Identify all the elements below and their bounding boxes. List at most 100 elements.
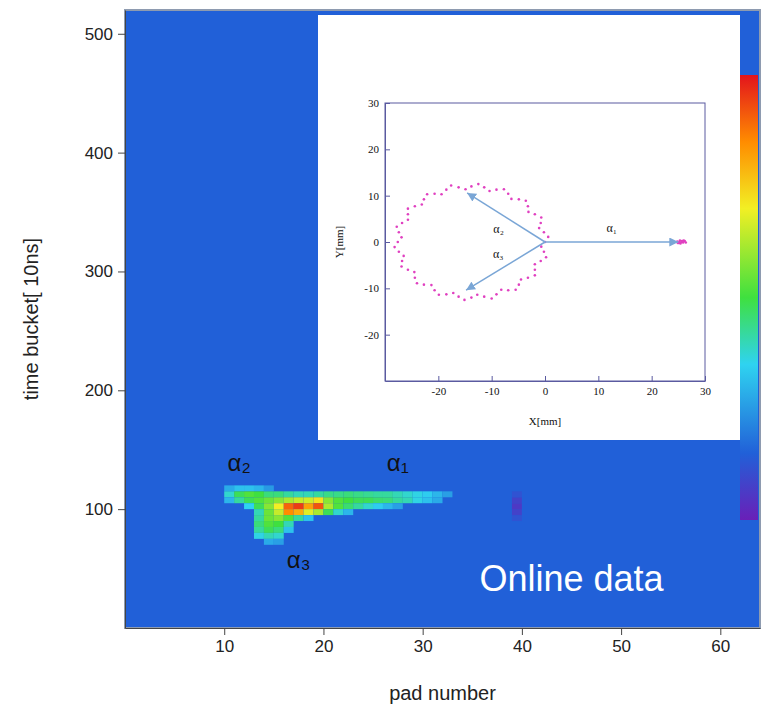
point xyxy=(534,274,537,277)
tick-label: 0 xyxy=(374,236,380,248)
tick-mark xyxy=(385,335,390,336)
point xyxy=(525,199,528,202)
point xyxy=(398,250,401,253)
point xyxy=(457,186,460,189)
tick: 0 xyxy=(374,236,391,248)
heatmap-cell xyxy=(512,491,522,497)
heatmap-cell xyxy=(333,503,343,509)
heatmap-cell xyxy=(393,503,403,509)
point xyxy=(540,245,543,248)
arrow-label: α₃ xyxy=(493,247,503,261)
arrow-label: α₂ xyxy=(493,222,503,236)
point xyxy=(395,225,398,228)
tick-label: 30 xyxy=(368,97,380,109)
heatmap-cell xyxy=(512,509,522,515)
point xyxy=(400,236,403,239)
heatmap-cell xyxy=(314,497,324,503)
point xyxy=(438,294,441,297)
point xyxy=(520,278,523,281)
point xyxy=(464,188,467,191)
heatmap-cell xyxy=(294,491,304,497)
point xyxy=(452,292,455,295)
heatmap-cell xyxy=(294,503,304,509)
point xyxy=(685,241,688,244)
heatmap-cell xyxy=(264,521,274,527)
axis-line xyxy=(126,628,761,629)
point xyxy=(527,205,530,208)
heatmap-cell xyxy=(294,515,304,521)
tick-label: -10 xyxy=(485,385,500,397)
point xyxy=(407,213,410,216)
heatmap-cell xyxy=(274,497,284,503)
annotation: α₃ xyxy=(287,546,311,573)
tick: 20 xyxy=(368,143,390,155)
y-axis: 100200300400500 xyxy=(85,11,126,629)
heatmap-cell xyxy=(254,503,264,509)
heatmap-cell xyxy=(314,491,324,497)
tick: -10 xyxy=(364,282,390,294)
tick-label: 200 xyxy=(85,381,113,400)
point xyxy=(681,240,684,243)
heatmap-cell xyxy=(423,497,433,503)
heatmap-cell xyxy=(323,497,333,503)
arrow xyxy=(545,241,678,243)
heatmap-cell xyxy=(264,497,274,503)
heatmap-cell xyxy=(284,503,294,509)
heatmap-cell xyxy=(264,515,274,521)
tick: 30 xyxy=(700,376,712,397)
tick-mark xyxy=(118,153,125,154)
tick-mark xyxy=(545,376,546,381)
heatmap-cell xyxy=(254,527,264,533)
point xyxy=(534,269,537,272)
tick: 300 xyxy=(85,262,125,281)
heatmap-cell xyxy=(234,485,244,491)
heatmap-cell xyxy=(284,515,294,521)
heatmap-cell xyxy=(244,497,254,503)
point xyxy=(398,231,401,234)
heatmap-cell xyxy=(244,485,254,491)
tick-label: 400 xyxy=(85,144,113,163)
inset-panel xyxy=(318,15,740,440)
tick-mark xyxy=(720,628,721,635)
heatmap-cell xyxy=(383,503,393,509)
y-axis-title: Y[mm] xyxy=(333,226,345,258)
point xyxy=(507,193,510,196)
point xyxy=(426,193,429,196)
tick-label: 300 xyxy=(85,262,113,281)
x-axis: 102030405060 xyxy=(126,628,761,656)
heatmap-cell xyxy=(353,503,363,509)
heatmap-area xyxy=(125,10,760,628)
heatmap-cell xyxy=(224,497,234,503)
heatmap-cell xyxy=(274,527,284,533)
point xyxy=(543,231,546,234)
heatmap-cell xyxy=(363,503,373,509)
tick-label: 20 xyxy=(647,385,659,397)
heatmap-cell xyxy=(274,503,284,509)
point xyxy=(547,236,550,239)
point xyxy=(400,265,403,268)
tick-label: 20 xyxy=(314,637,333,656)
heatmap-cell xyxy=(333,497,343,503)
tick-mark xyxy=(385,149,390,150)
tick-label: 10 xyxy=(215,637,234,656)
heatmap-cell xyxy=(393,491,403,497)
heatmap-cell xyxy=(383,497,393,503)
tick-mark xyxy=(652,376,653,381)
heatmap-cell xyxy=(224,485,234,491)
tick-mark xyxy=(118,271,125,272)
heatmap-cell xyxy=(294,509,304,515)
point xyxy=(490,297,493,300)
arrow xyxy=(466,242,545,290)
heatmap-cell xyxy=(314,503,324,509)
point xyxy=(393,246,396,249)
point xyxy=(470,296,473,299)
tick: 40 xyxy=(513,628,532,656)
tick: 10 xyxy=(593,376,605,397)
point xyxy=(430,284,433,287)
heatmap-cell xyxy=(274,515,284,521)
point xyxy=(416,282,419,285)
heatmap-cell xyxy=(264,527,274,533)
tick-mark xyxy=(385,196,390,197)
point xyxy=(433,193,436,196)
tick: 400 xyxy=(85,144,125,163)
